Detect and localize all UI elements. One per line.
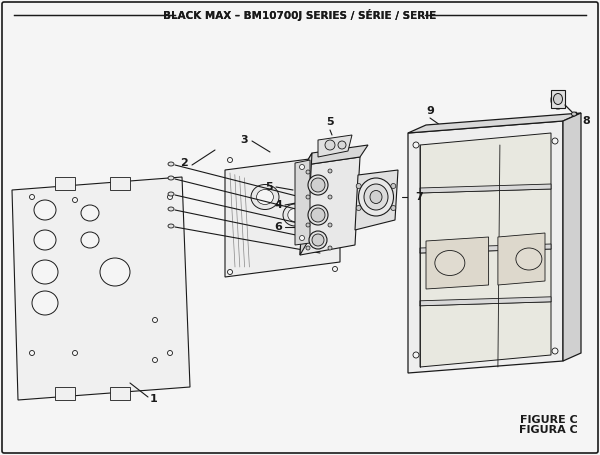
Ellipse shape	[413, 142, 419, 148]
Text: FIGURE C: FIGURE C	[520, 415, 578, 425]
Ellipse shape	[311, 208, 325, 222]
Ellipse shape	[32, 260, 58, 284]
Polygon shape	[551, 90, 565, 108]
Polygon shape	[420, 184, 551, 193]
Ellipse shape	[29, 350, 35, 355]
Ellipse shape	[81, 205, 99, 221]
Ellipse shape	[227, 157, 233, 162]
Polygon shape	[305, 145, 368, 165]
Text: FIGURA C: FIGURA C	[519, 425, 578, 435]
Polygon shape	[563, 113, 581, 361]
Ellipse shape	[299, 236, 305, 241]
Ellipse shape	[312, 234, 324, 246]
Ellipse shape	[413, 352, 419, 358]
Text: 7: 7	[415, 192, 423, 202]
Ellipse shape	[227, 269, 233, 274]
Ellipse shape	[391, 183, 396, 188]
Ellipse shape	[34, 200, 56, 220]
Ellipse shape	[338, 141, 346, 149]
Ellipse shape	[306, 246, 310, 250]
Ellipse shape	[328, 246, 332, 250]
Ellipse shape	[328, 195, 332, 199]
Ellipse shape	[168, 224, 174, 228]
Ellipse shape	[168, 176, 174, 180]
Ellipse shape	[81, 232, 99, 248]
Ellipse shape	[311, 178, 325, 192]
Ellipse shape	[356, 206, 361, 211]
Polygon shape	[55, 177, 75, 190]
Ellipse shape	[257, 189, 274, 204]
Polygon shape	[318, 135, 352, 157]
Ellipse shape	[312, 226, 324, 237]
Polygon shape	[225, 155, 340, 277]
Ellipse shape	[571, 112, 577, 116]
Ellipse shape	[152, 358, 157, 363]
Ellipse shape	[168, 162, 174, 166]
Ellipse shape	[251, 184, 279, 209]
Polygon shape	[110, 177, 130, 190]
Ellipse shape	[359, 178, 394, 216]
Ellipse shape	[391, 206, 396, 211]
Text: 6: 6	[274, 222, 282, 232]
Polygon shape	[300, 157, 360, 255]
Polygon shape	[420, 244, 551, 253]
Polygon shape	[55, 387, 75, 400]
Polygon shape	[12, 177, 190, 400]
Ellipse shape	[552, 138, 558, 144]
Polygon shape	[408, 121, 563, 373]
Ellipse shape	[309, 231, 327, 249]
Text: 5: 5	[265, 182, 273, 192]
Ellipse shape	[73, 350, 77, 355]
Ellipse shape	[364, 184, 388, 210]
Ellipse shape	[308, 175, 328, 195]
Ellipse shape	[288, 208, 302, 222]
Polygon shape	[408, 113, 581, 133]
Ellipse shape	[306, 195, 310, 199]
Ellipse shape	[370, 191, 382, 203]
Polygon shape	[110, 387, 130, 400]
Ellipse shape	[356, 183, 361, 188]
Ellipse shape	[552, 348, 558, 354]
Ellipse shape	[328, 223, 332, 227]
Ellipse shape	[73, 197, 77, 202]
Polygon shape	[426, 237, 488, 289]
Ellipse shape	[299, 165, 305, 170]
Ellipse shape	[168, 207, 174, 211]
Polygon shape	[300, 153, 312, 255]
Polygon shape	[420, 133, 551, 367]
Ellipse shape	[167, 194, 173, 199]
Ellipse shape	[29, 194, 35, 199]
Ellipse shape	[34, 230, 56, 250]
Ellipse shape	[551, 91, 565, 109]
Ellipse shape	[332, 155, 337, 160]
Ellipse shape	[168, 192, 174, 196]
Ellipse shape	[516, 248, 542, 270]
Text: BLACK MAX – BM10700J SERIES / SÉRIE / SERIE: BLACK MAX – BM10700J SERIES / SÉRIE / SE…	[163, 9, 437, 21]
Text: 8: 8	[582, 116, 590, 126]
Ellipse shape	[32, 291, 58, 315]
Ellipse shape	[306, 223, 310, 227]
Ellipse shape	[435, 251, 465, 275]
Text: 4: 4	[274, 200, 282, 210]
Text: 9: 9	[426, 106, 434, 116]
Polygon shape	[295, 160, 310, 245]
Ellipse shape	[328, 169, 332, 173]
Ellipse shape	[308, 222, 328, 240]
Ellipse shape	[100, 258, 130, 286]
Ellipse shape	[283, 204, 307, 226]
Ellipse shape	[308, 205, 328, 225]
Text: BLACK MAX – BM10700J SERIES / SÉRIE / SERIE: BLACK MAX – BM10700J SERIES / SÉRIE / SE…	[163, 9, 437, 21]
Ellipse shape	[152, 318, 157, 323]
Text: 5: 5	[326, 117, 334, 127]
Polygon shape	[420, 297, 551, 306]
Ellipse shape	[167, 350, 173, 355]
Ellipse shape	[325, 140, 335, 150]
Ellipse shape	[332, 267, 337, 272]
Text: 1: 1	[150, 394, 158, 404]
Polygon shape	[498, 233, 545, 285]
Polygon shape	[355, 170, 398, 230]
Ellipse shape	[554, 93, 563, 105]
Ellipse shape	[306, 170, 310, 174]
Text: 3: 3	[241, 135, 248, 145]
